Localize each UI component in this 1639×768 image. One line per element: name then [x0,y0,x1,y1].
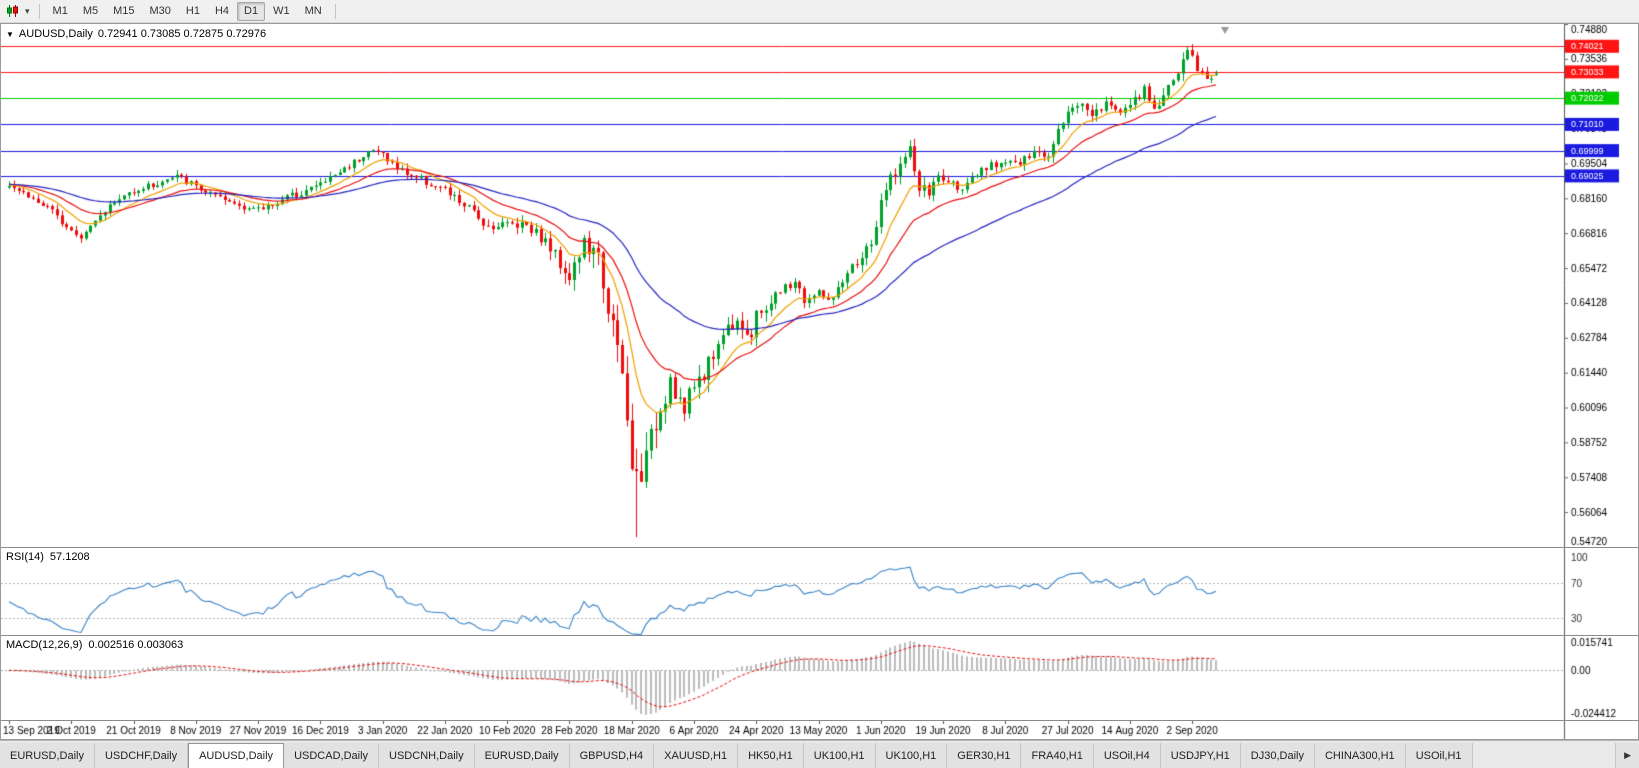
tab-china300-h1[interactable]: CHINA300,H1 [1314,743,1406,768]
rsi-indicator-value: 57.1208 [49,551,90,563]
main-chart-canvas[interactable] [1,24,1638,547]
tabbar-scroll-right-button[interactable]: ▶ [1615,743,1639,768]
chart-tabbar: EURUSD,Daily USDCHF,Daily AUDUSD,Daily USDC… [0,740,1639,768]
tab-ger30-h1[interactable]: GER30,H1 [947,743,1022,768]
candlestick-icon [7,5,18,17]
timeframe-button-m15[interactable]: M15 [113,4,135,17]
timeframe-button-h4[interactable]: H4 [214,4,230,17]
timeframe-button-m1[interactable]: M1 [52,4,68,17]
tab-usdjpy-h1[interactable]: USDJPY,H1 [1160,743,1241,768]
tab-usdcad-daily[interactable]: USDCAD,Daily [284,743,380,768]
timeframe-button-m30[interactable]: M30 [149,4,171,17]
chart-type-icon[interactable] [4,3,22,19]
tab-usdcnh-daily[interactable]: USDCNH,Daily [379,743,475,768]
time-axis[interactable] [1,720,1638,739]
toolbar-separator [334,3,336,19]
macd-title: MACD(12,26,9) 0.002516 0.003063 [6,639,183,651]
macd-canvas[interactable] [1,636,1638,720]
chart-window: ▼ AUDUSD,Daily 0.72941 0.73085 0.72875 0… [0,23,1639,740]
timeframe-button-m5[interactable]: M5 [82,4,99,17]
rsi-panel[interactable]: RSI(14) 57.1208 [1,547,1638,635]
tab-audusd-daily[interactable]: AUDUSD,Daily [188,743,285,768]
toolbar-separator [38,3,40,19]
tab-usoil-h1[interactable]: USOil,H1 [1405,743,1473,768]
chart-title: ▼ AUDUSD,Daily 0.72941 0.73085 0.72875 0… [6,28,266,40]
tab-uk100-h1[interactable]: UK100,H1 [875,743,948,768]
macd-indicator-values: 0.002516 0.003063 [88,639,184,651]
timeframe-button-mn[interactable]: MN [304,4,322,17]
tab-uk100-h1[interactable]: UK100,H1 [803,743,876,768]
tab-usdchf-daily[interactable]: USDCHF,Daily [94,743,189,768]
tab-xauusd-h1[interactable]: XAUUSD,H1 [654,743,739,768]
chart-symbol-label: AUDUSD,Daily [18,28,93,40]
tab-usoil-h4[interactable]: USOil,H4 [1093,743,1161,768]
collapse-triangle-icon[interactable]: ▼ [6,29,14,39]
chart-type-dropdown-caret-icon[interactable]: ▾ [25,5,30,16]
timeframe-buttons-group: M1 M5 M15 M30 H1 H4 D1 W1 MN [46,1,329,21]
tab-eurusd-daily[interactable]: EURUSD,Daily [474,743,570,768]
timeframe-button-w1[interactable]: W1 [273,4,290,17]
rsi-title: RSI(14) 57.1208 [6,551,90,563]
timeframe-toolbar: ▾ M1 M5 M15 M30 H1 H4 D1 W1 MN [0,0,1639,23]
main-chart-panel[interactable]: ▼ AUDUSD,Daily 0.72941 0.73085 0.72875 0… [1,24,1638,547]
rsi-canvas[interactable] [1,548,1638,635]
tab-gbpusd-h4[interactable]: GBPUSD,H4 [569,743,655,768]
macd-panel[interactable]: MACD(12,26,9) 0.002516 0.003063 [1,635,1638,720]
tab-fra40-h1[interactable]: FRA40,H1 [1021,743,1094,768]
tab-dj30-daily[interactable]: DJ30,Daily [1240,743,1315,768]
chart-ohlc-values: 0.72941 0.73085 0.72875 0.72976 [97,28,267,40]
macd-indicator-name: MACD(12,26,9) [6,639,83,651]
rsi-indicator-name: RSI(14) [6,551,44,563]
time-axis-canvas[interactable] [1,721,1638,739]
timeframe-button-d1[interactable]: D1 [237,1,266,21]
tab-eurusd-daily[interactable]: EURUSD,Daily [0,743,95,768]
tab-hk50-h1[interactable]: HK50,H1 [738,743,804,768]
timeframe-button-h1[interactable]: H1 [185,4,200,17]
